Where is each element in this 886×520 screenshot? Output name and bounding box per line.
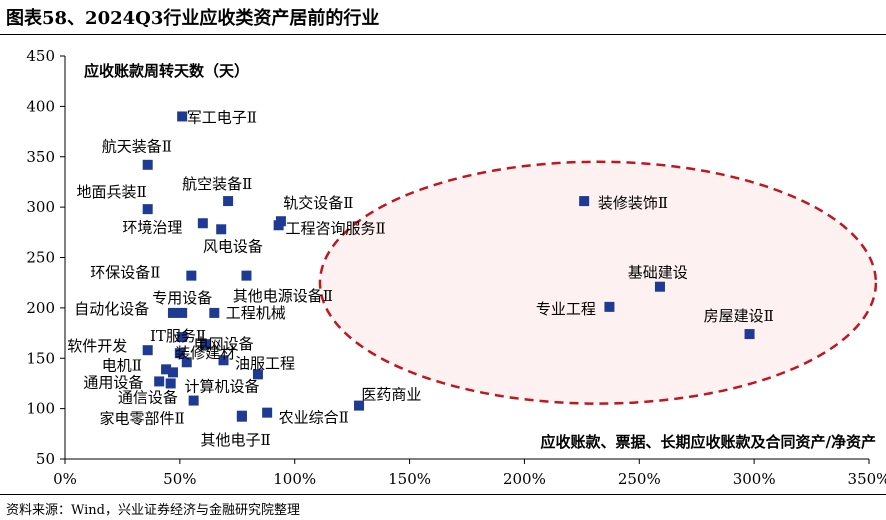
point-label: 通信设备	[118, 389, 178, 407]
y-tick-label: 100	[26, 400, 55, 418]
x-axis-title: 应收账款、票据、长期应收账款及合同资产/净资产	[541, 433, 876, 451]
point-label: 电机Ⅱ	[102, 356, 142, 374]
data-point	[167, 307, 178, 318]
data-point	[252, 369, 263, 380]
x-tick-label: 100%	[273, 470, 316, 488]
data-point	[161, 364, 172, 375]
y-axis-title: 应收账款周转天数（天）	[84, 62, 249, 80]
data-point	[177, 332, 188, 343]
data-point	[165, 378, 176, 389]
data-point	[174, 348, 185, 359]
points-layer	[142, 111, 755, 422]
ticks-layer: 0% 50% 100% 150% 200% 250% 300% 350% 50 100 150 200…	[26, 47, 886, 488]
source-rule	[0, 494, 886, 495]
data-point	[216, 224, 227, 235]
y-tick-label: 450	[26, 47, 55, 65]
point-label: 房屋建设Ⅱ	[704, 307, 774, 325]
highlight-ellipse	[318, 160, 878, 405]
x-tick-label: 50%	[163, 470, 196, 488]
point-label: 环保设备Ⅱ	[90, 264, 160, 282]
data-point	[181, 357, 192, 368]
data-point	[604, 301, 615, 312]
x-tick-label: 150%	[388, 470, 431, 488]
data-point	[579, 196, 590, 207]
data-point	[654, 281, 665, 292]
point-label: 地面兵装Ⅱ	[76, 183, 146, 201]
y-tick-label: 350	[26, 148, 55, 166]
data-point	[188, 395, 199, 406]
point-label: 其他电源设备Ⅱ	[233, 287, 333, 305]
y-tick-label: 400	[26, 97, 55, 115]
data-point	[218, 355, 229, 366]
point-label: 自动化设备	[74, 300, 149, 318]
data-point	[275, 216, 286, 227]
point-label: IT服务Ⅱ	[150, 327, 206, 345]
data-point	[142, 345, 153, 356]
point-label: 环境治理	[122, 218, 182, 236]
point-label: 基础建设	[628, 264, 688, 282]
point-label: 航空装备Ⅱ	[182, 175, 252, 193]
point-label: 农业综合Ⅱ	[279, 409, 349, 427]
y-tick-label: 300	[26, 198, 55, 216]
data-point	[154, 376, 165, 387]
point-label: 军工电子Ⅱ	[187, 108, 257, 126]
data-point	[200, 339, 211, 350]
data-point	[186, 270, 197, 281]
x-tick-label: 200%	[503, 470, 546, 488]
point-label: 其他电子Ⅱ	[201, 431, 271, 449]
x-tick-label: 350%	[848, 470, 886, 488]
x-tick-label: 250%	[618, 470, 661, 488]
data-point	[177, 307, 188, 318]
y-tick-label: 50	[36, 450, 55, 468]
y-tick-label: 250	[26, 249, 55, 267]
point-label: 航天装备Ⅱ	[102, 138, 172, 156]
x-tick-label: 0%	[53, 470, 77, 488]
data-point	[142, 204, 153, 215]
point-label: 装修建材	[175, 344, 235, 362]
data-point	[241, 270, 252, 281]
y-tick-label: 200	[26, 299, 55, 317]
source-note: 资料来源：Wind，兴业证券经济与金融研究院整理	[6, 503, 300, 518]
point-label: 风电设备	[203, 237, 263, 255]
point-label: 装修装饰Ⅱ	[598, 194, 668, 212]
point-label: 专业工程	[536, 300, 596, 318]
point-label: 医药商业	[361, 386, 421, 404]
y-tick-label: 150	[26, 349, 55, 367]
data-point	[209, 307, 220, 318]
point-label: 工程咨询服务Ⅱ	[286, 219, 386, 237]
point-label: 计算机设备	[184, 377, 259, 395]
data-point	[167, 367, 178, 378]
highlight-layer	[318, 160, 878, 405]
point-label: 软件开发	[67, 337, 127, 355]
point-label: 工程机械	[226, 304, 286, 322]
data-point	[223, 196, 234, 207]
title-rule	[0, 34, 886, 35]
data-point	[197, 218, 208, 229]
data-point	[177, 111, 188, 122]
data-point	[142, 159, 153, 170]
point-label: 轨交设备Ⅱ	[283, 194, 353, 212]
point-label: 油服工程	[235, 354, 295, 372]
data-point	[262, 407, 273, 418]
data-point	[354, 400, 365, 411]
point-label: 家电零部件Ⅱ	[99, 410, 184, 428]
point-label: 通用设备	[83, 373, 143, 391]
point-label: 专用设备	[152, 289, 212, 307]
x-tick-label: 300%	[733, 470, 776, 488]
figure-title: 图表58、2024Q3行业应收类资产居前的行业	[6, 8, 380, 29]
data-point	[744, 329, 755, 340]
point-label: 电网设备	[194, 335, 254, 353]
data-point	[236, 410, 247, 421]
